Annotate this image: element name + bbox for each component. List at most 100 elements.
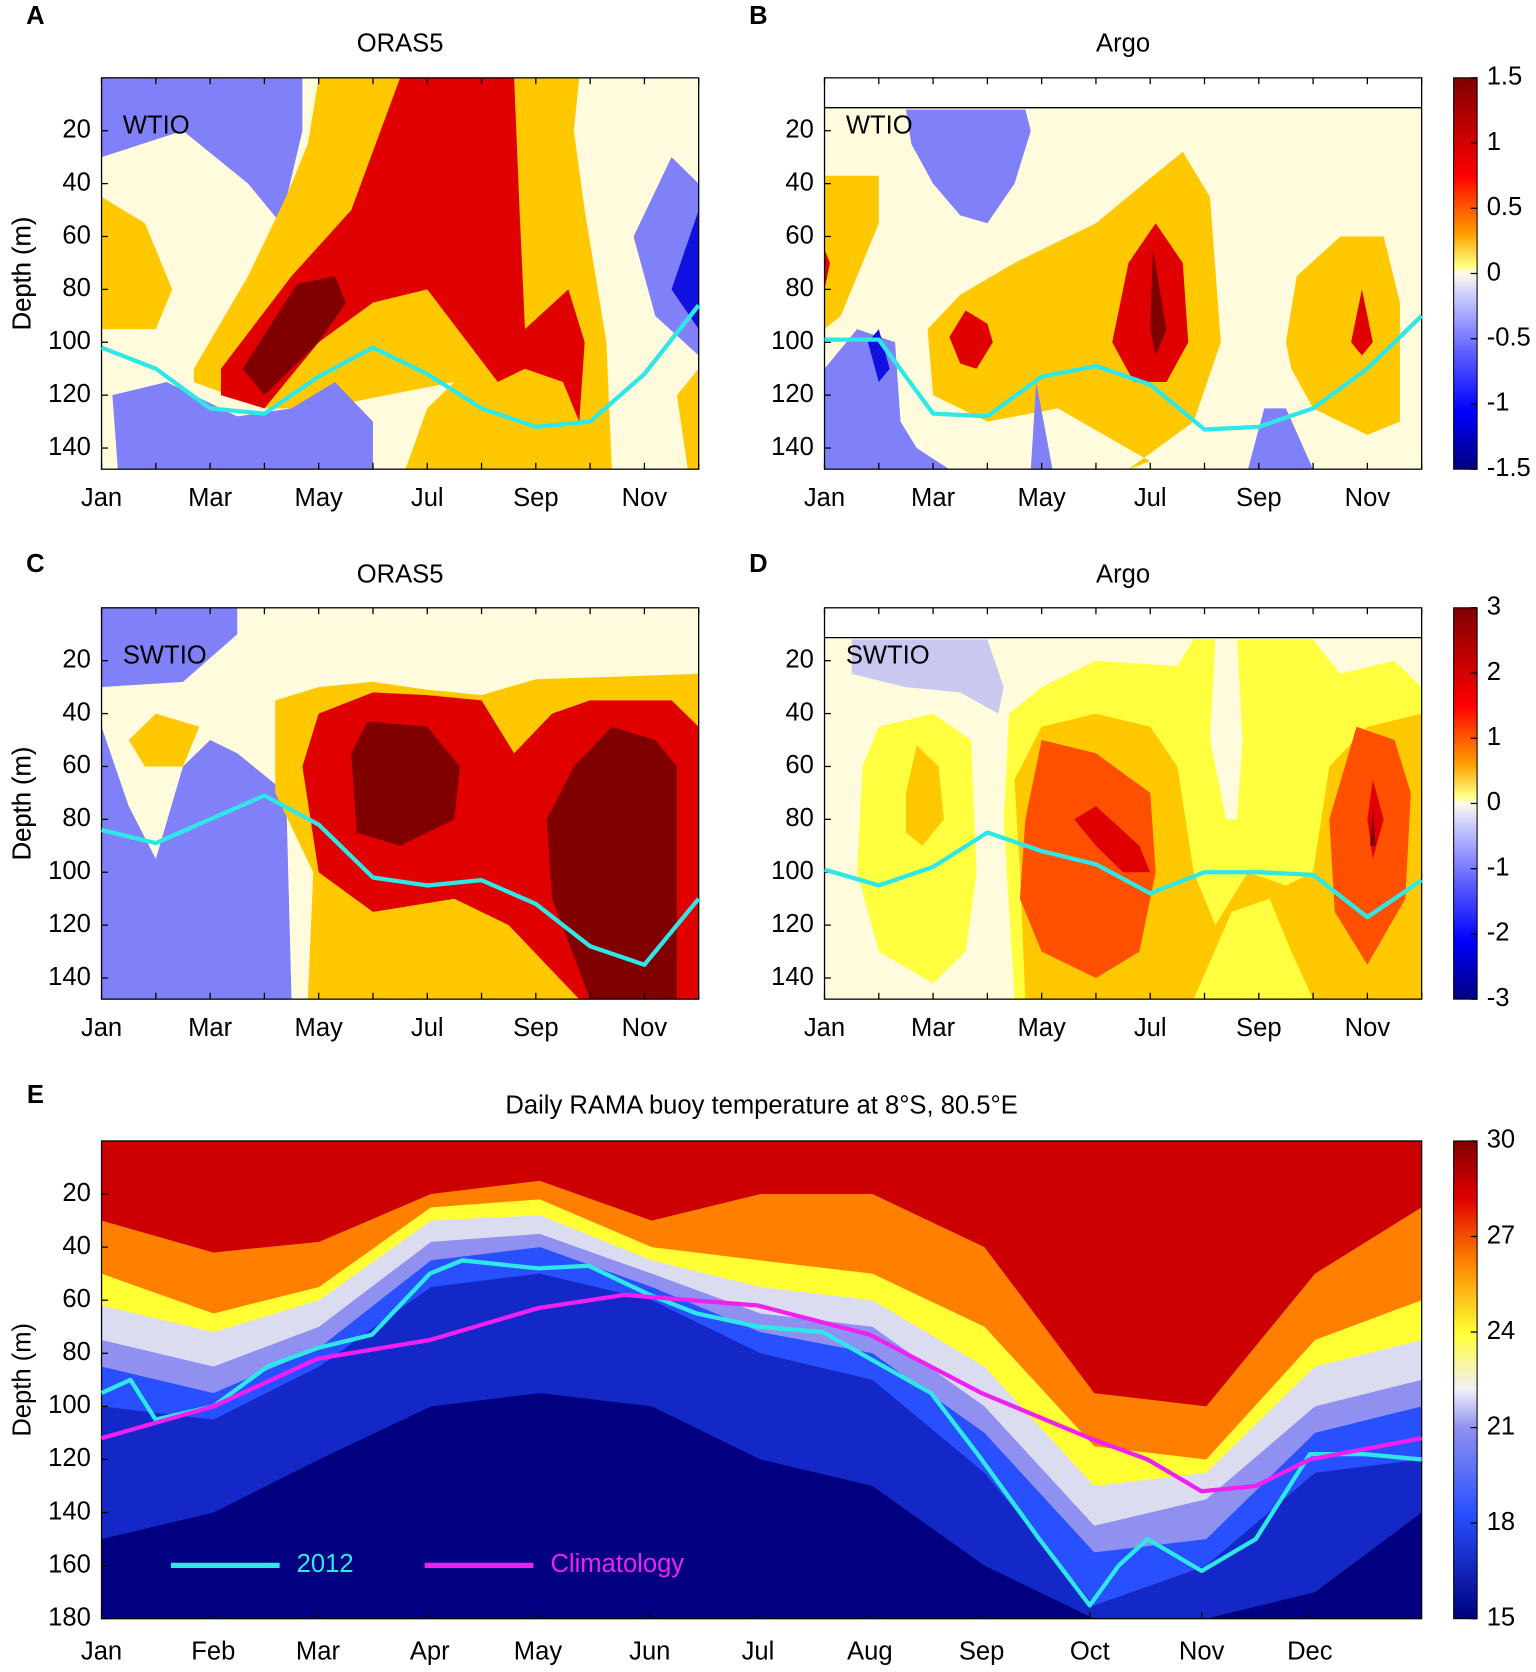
series-line [100,303,701,430]
x-tick-label: Feb [191,1638,235,1666]
y-tick-label: 160 [48,1550,91,1578]
y-tick-label: 100 [771,327,814,355]
y-tick-label: 80 [62,274,90,302]
y-tick-label: 120 [48,910,91,938]
x-tick-label: Sep [1236,484,1282,512]
colorbar-tick-label: -1.5 [1487,454,1531,482]
x-tick-label: May [1017,1014,1066,1042]
y-tick-label: 40 [785,168,813,196]
colorbar-tick-label: 21 [1487,1412,1515,1440]
x-tick-label: Sep [513,1014,559,1042]
plot-frame [100,607,700,1000]
panel-title: Argo [1096,561,1150,589]
plot-frame [823,77,1423,470]
y-tick-label: 60 [62,751,90,779]
colorbar-tick-label: 30 [1487,1126,1515,1154]
panel-title: ORAS5 [357,561,444,589]
colorbar-tick-label: 24 [1487,1317,1515,1345]
y-tick-label: 60 [62,1285,90,1313]
x-tick-label: May [514,1638,563,1666]
y-tick-label: 60 [785,221,813,249]
colorbar-tick-label: 18 [1487,1508,1515,1536]
region-label: SWTIO [846,642,930,670]
colorbar-tick-label: 1 [1487,128,1501,156]
y-tick-label: 140 [771,433,814,461]
series-line [100,1292,1423,1494]
x-tick-label: Jan [804,484,845,512]
x-tick-label: Nov [1345,1014,1391,1042]
y-tick-label: 40 [785,698,813,726]
x-tick-label: Jan [81,1014,122,1042]
region-label: SWTIO [123,642,207,670]
y-tick-label: 40 [62,698,90,726]
y-tick-label: 120 [771,380,814,408]
x-tick-label: Sep [959,1638,1005,1666]
region-label: WTIO [123,112,190,140]
series-line [100,1258,1422,1608]
y-tick-label: 80 [62,804,90,832]
y-axis-label: Depth (m) [8,747,36,861]
x-tick-label: May [295,484,344,512]
x-tick-label: May [295,1014,344,1042]
y-tick-label: 80 [62,1338,90,1366]
colorbar-tick-label: 0.5 [1487,193,1523,221]
y-axis-label: Depth (m) [8,217,36,331]
x-tick-label: Mar [911,484,956,512]
y-tick-label: 100 [48,857,91,885]
y-tick-label: 20 [785,115,813,143]
x-tick-label: Dec [1287,1638,1333,1666]
y-tick-label: 60 [62,221,90,249]
x-tick-label: Mar [911,1014,956,1042]
contours [101,607,699,1000]
y-tick-label: 140 [48,1497,91,1525]
x-tick-label: Sep [513,484,559,512]
colorbar-tick-label: -2 [1487,919,1510,947]
y-axis-label: Depth (m) [8,1323,36,1437]
y-axis-label: Depth (m) [8,747,36,861]
panel-label: C [26,550,44,578]
colorbar-tick-label: 0 [1487,788,1501,816]
series-line [823,830,1423,920]
x-tick-label: Oct [1070,1638,1110,1666]
colorbar-tick-label: -1 [1487,389,1510,417]
x-tick-label: Jul [411,1014,444,1042]
panel-label: D [749,550,767,578]
x-tick-label: Jul [742,1638,775,1666]
x-tick-label: Jan [804,1014,845,1042]
x-tick-label: Jan [81,484,122,512]
series-line [824,314,1424,432]
x-tick-label: Mar [188,484,233,512]
panel-title: ORAS5 [357,30,444,58]
y-tick-label: 140 [771,963,814,991]
colorbar-tick-label: 1.5 [1487,63,1523,91]
series-line [101,793,701,967]
panel-label: B [749,2,767,30]
y-axis-label: Depth (m) [8,217,36,331]
panel-label: E [27,1081,44,1109]
legend-label: 2012 [297,1550,354,1578]
x-tick-label: Jul [1134,484,1167,512]
x-tick-label: Nov [1345,484,1391,512]
region-label: WTIO [846,112,913,140]
x-tick-label: Jun [629,1638,670,1666]
x-tick-label: Nov [622,484,668,512]
plot-frame [100,1140,1423,1620]
colorbar-tick-label: 0 [1487,258,1501,286]
y-tick-label: 20 [62,1179,90,1207]
x-tick-label: May [1017,484,1066,512]
y-tick-label: 100 [48,327,91,355]
colorbar-tick-label: -3 [1487,984,1510,1012]
x-tick-label: Nov [622,1014,668,1042]
plot-frame [823,607,1423,1000]
colorbar-tick-label: 3 [1487,593,1501,621]
contours [101,77,699,470]
temperature-bands [101,1140,1422,1619]
x-tick-label: Nov [1179,1638,1225,1666]
colorbar-tick-label: 27 [1487,1221,1515,1249]
y-tick-label: 40 [62,168,90,196]
y-tick-label: 140 [48,433,91,461]
colorbar-tick-label: -0.5 [1487,324,1531,352]
contours [824,77,1422,470]
